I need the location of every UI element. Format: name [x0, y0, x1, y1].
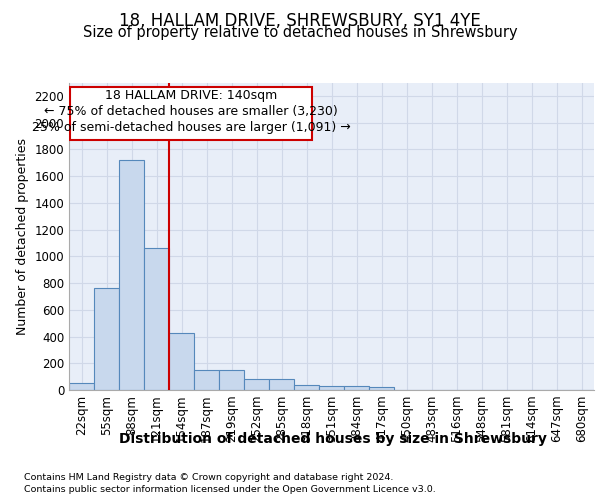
Bar [269, 380, 294, 390]
Bar [369, 388, 394, 390]
Bar [119, 160, 144, 390]
Bar [194, 370, 219, 390]
Bar [344, 386, 369, 390]
Bar [94, 288, 119, 390]
Bar [319, 386, 344, 390]
Bar [219, 370, 244, 390]
Y-axis label: Number of detached properties: Number of detached properties [16, 138, 29, 335]
Text: 18 HALLAM DRIVE: 140sqm: 18 HALLAM DRIVE: 140sqm [105, 89, 277, 102]
Text: Size of property relative to detached houses in Shrewsbury: Size of property relative to detached ho… [83, 25, 517, 40]
Text: Contains public sector information licensed under the Open Government Licence v3: Contains public sector information licen… [24, 485, 436, 494]
Bar [244, 380, 269, 390]
Text: ← 75% of detached houses are smaller (3,230): ← 75% of detached houses are smaller (3,… [44, 105, 338, 118]
Text: 18, HALLAM DRIVE, SHREWSBURY, SY1 4YE: 18, HALLAM DRIVE, SHREWSBURY, SY1 4YE [119, 12, 481, 30]
Bar [294, 385, 319, 390]
Text: Distribution of detached houses by size in Shrewsbury: Distribution of detached houses by size … [119, 432, 547, 446]
Text: Contains HM Land Registry data © Crown copyright and database right 2024.: Contains HM Land Registry data © Crown c… [24, 472, 394, 482]
Bar [169, 332, 194, 390]
Bar [69, 382, 94, 390]
Bar [144, 248, 169, 390]
Text: 25% of semi-detached houses are larger (1,091) →: 25% of semi-detached houses are larger (… [32, 121, 350, 134]
FancyBboxPatch shape [70, 86, 311, 140]
